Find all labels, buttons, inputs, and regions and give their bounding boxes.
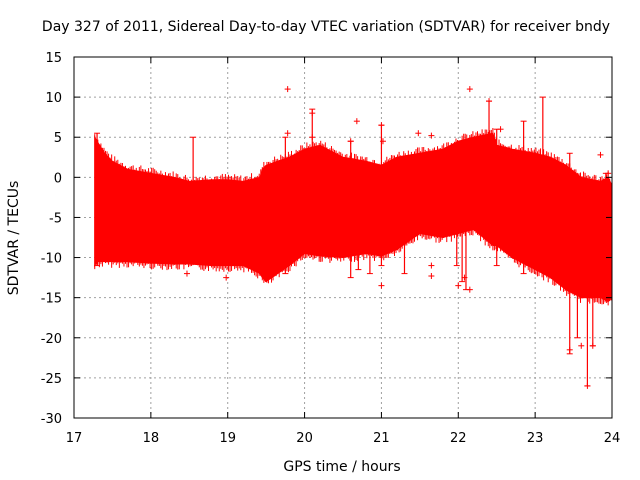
outlier-point [428,132,435,139]
x-tick-label: 24 [604,431,621,446]
x-tick-label: 22 [450,431,467,446]
outlier-point [605,170,612,177]
outlier-point [466,86,473,93]
outlier-point [379,138,386,145]
y-tick-label: -10 [41,252,62,267]
y-axis-label: SDTVAR / TECUs [6,181,22,296]
x-tick-label: 20 [296,431,313,446]
axis-ticks [73,56,613,419]
outlier-point [223,274,230,281]
outlier-point [428,262,435,269]
outlier-point [347,138,354,145]
y-tick-label: -5 [49,211,62,226]
outlier-point [284,86,291,93]
outlier-point [455,282,462,289]
y-tick-label: 15 [45,51,62,66]
y-tick-label: -30 [41,412,62,427]
outlier-point [566,346,573,353]
outlier-point [578,342,585,349]
x-tick-labels: 17 18 19 20 21 22 23 24 [66,431,621,446]
outlier-point [378,282,385,289]
y-tick-label: -25 [41,372,62,387]
y-tick-labels: 15 10 5 0 -5 -10 -15 -20 -25 -30 [41,51,62,427]
outlier-point [284,130,291,137]
x-tick-label: 19 [219,431,236,446]
chart-title: Day 327 of 2011, Sidereal Day-to-day VTE… [42,19,610,35]
plot-frame [73,56,613,419]
outlier-point [353,118,360,125]
x-axis-label: GPS time / hours [283,459,400,475]
outlier-point [466,286,473,293]
y-tick-label: 10 [45,91,62,106]
outlier-point [486,98,493,105]
outlier-point [497,126,504,133]
outlier-point [415,130,422,137]
outlier-point [309,110,316,117]
outlier-points [183,86,612,389]
outlier-point [461,274,468,281]
outlier-point [183,270,190,277]
outlier-point [589,342,596,349]
outlier-point [597,151,604,158]
outlier-point [378,122,385,129]
outlier-point [309,134,316,141]
x-tick-label: 18 [143,431,160,446]
x-tick-label: 23 [527,431,544,446]
y-tick-label: -20 [41,332,62,347]
x-tick-label: 21 [373,431,390,446]
data-series-sdtvar [94,96,612,387]
y-tick-label: -15 [41,292,62,307]
y-tick-label: 5 [54,131,62,146]
x-tick-label: 17 [66,431,83,446]
outlier-point [428,273,435,280]
outlier-point [584,382,591,389]
y-tick-label: 0 [54,171,62,186]
